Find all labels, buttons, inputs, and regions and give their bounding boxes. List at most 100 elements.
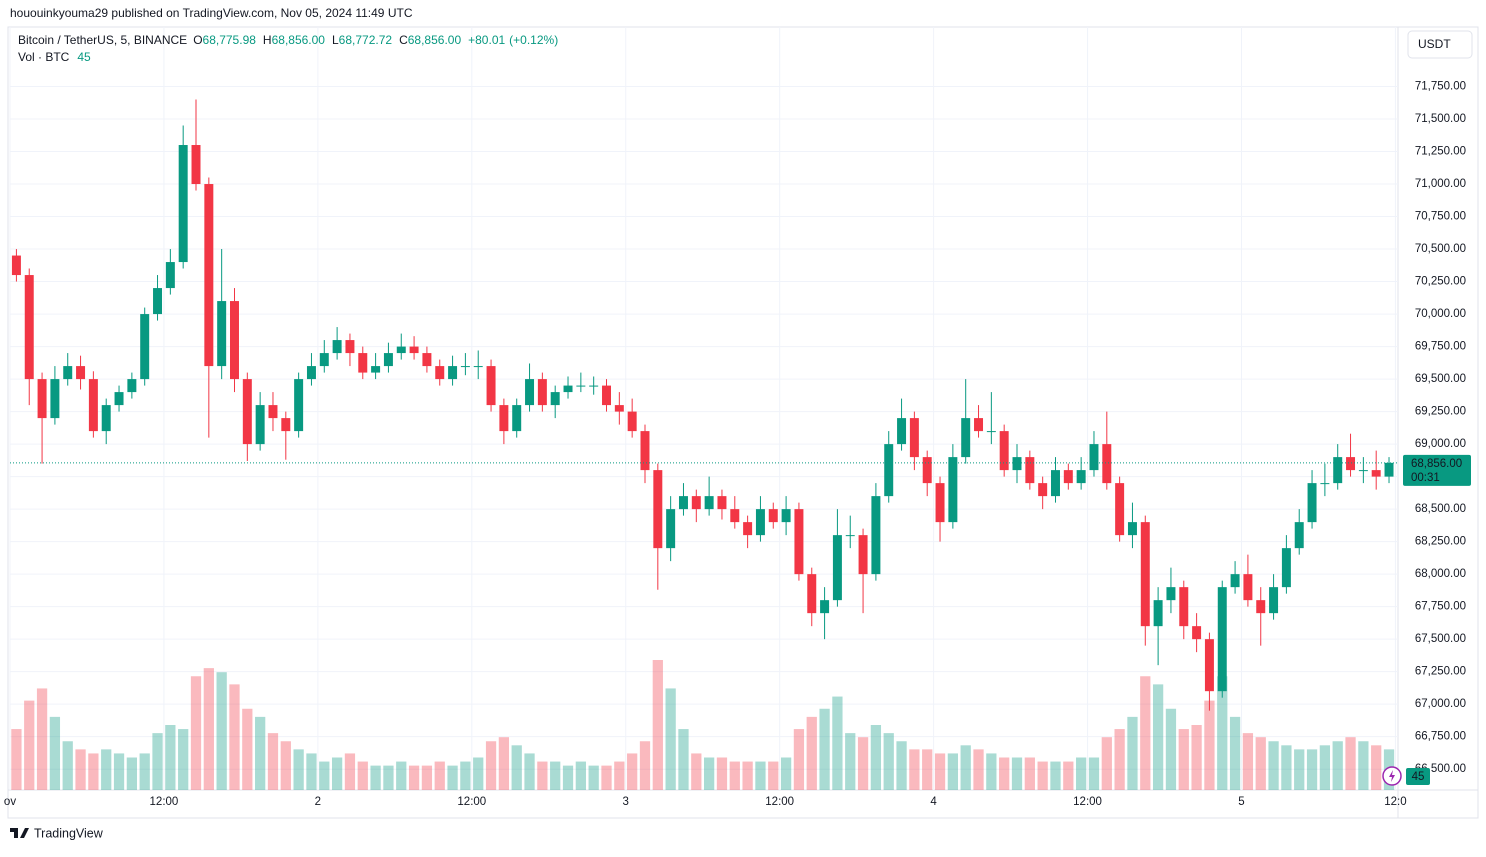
volume-bar: [370, 765, 381, 790]
change: +80.01: [468, 33, 505, 47]
volume-bar: [24, 700, 35, 790]
candle-body: [319, 353, 329, 367]
candle-body: [294, 379, 304, 432]
x-tick-label: 12:00: [765, 796, 794, 808]
candle-body: [460, 366, 470, 368]
grid: [9, 27, 1398, 790]
volume-bar: [1152, 684, 1164, 790]
volume-bar: [1268, 741, 1279, 790]
volume-bar: [267, 733, 279, 790]
ohlc-value: 68,772.72: [339, 33, 393, 47]
candle-body: [242, 379, 252, 445]
y-tick-label: 68,000.00: [1415, 568, 1466, 580]
symbol-title: Bitcoin / TetherUS, 5, BINANCE: [18, 33, 187, 47]
candle-body: [999, 431, 1009, 471]
volume-bar: [704, 757, 715, 790]
y-tick-label: 67,750.00: [1415, 601, 1466, 613]
volume-bar: [460, 761, 471, 790]
publish-header: hououinkyouma29 published on TradingView…: [10, 6, 413, 20]
volume-bar: [319, 761, 330, 790]
volume-bar: [178, 729, 189, 790]
volume-bar: [498, 737, 510, 790]
volume-bar: [242, 708, 253, 790]
candle-body: [1153, 600, 1163, 627]
candle-body: [1269, 587, 1279, 614]
volume-bar: [11, 729, 22, 790]
volume-bar: [550, 761, 561, 790]
volume-badge: 45: [1412, 771, 1425, 783]
y-tick-label: 69,750.00: [1415, 341, 1466, 353]
volume-bar: [255, 716, 266, 790]
candle-body: [1179, 587, 1189, 627]
candle-body: [961, 418, 971, 458]
volume-bar: [190, 676, 202, 790]
alert-icon[interactable]: [1382, 766, 1402, 786]
candle-body: [1038, 483, 1048, 497]
volume-bar: [1217, 676, 1228, 790]
ohlc-letter: H: [263, 33, 272, 47]
currency-button[interactable]: USDT: [1407, 30, 1473, 59]
volume-bar: [75, 749, 86, 790]
y-tick-label: 68,500.00: [1415, 503, 1466, 515]
y-tick-label: 67,250.00: [1415, 666, 1466, 678]
candle-body: [1384, 462, 1394, 477]
candle-body: [755, 509, 765, 536]
y-tick-label: 67,500.00: [1415, 633, 1466, 645]
candle-body: [1307, 483, 1317, 523]
ohlc-letter: L: [332, 33, 339, 47]
y-tick-label: 66,750.00: [1415, 731, 1466, 743]
candle-body: [858, 535, 868, 575]
currency-label[interactable]: USDT: [1418, 37, 1451, 51]
candle-body: [948, 457, 958, 523]
volume-bar: [857, 737, 869, 790]
ohlc-value: 68,856.00: [408, 33, 462, 47]
candle-body: [807, 574, 817, 614]
volume-bar: [922, 749, 933, 790]
candle-body: [153, 288, 163, 315]
legend: Bitcoin / TetherUS, 5, BINANCE O68,775.98…: [18, 33, 558, 47]
volume-bar: [280, 741, 291, 790]
candle-body: [24, 275, 34, 380]
volume-bar: [934, 753, 946, 790]
volume-bar: [152, 733, 163, 790]
candle-body: [1192, 626, 1202, 640]
volume-bar: [755, 761, 766, 790]
candle-body: [935, 483, 945, 523]
volume-bar: [1242, 733, 1254, 790]
volume-bar: [1114, 729, 1125, 790]
candle-body: [1217, 587, 1227, 692]
volume-bar: [357, 761, 368, 790]
candle-body: [537, 379, 547, 406]
candle-body: [884, 444, 894, 497]
candle-body: [499, 405, 509, 432]
last-price-label: 68,856.00: [1411, 458, 1462, 470]
candle-body: [204, 184, 214, 367]
volume-bar: [665, 688, 676, 790]
currency-button-box[interactable]: [1407, 30, 1473, 59]
volume-bar: [434, 761, 445, 790]
volume-bar: [1127, 716, 1138, 790]
candle-body: [602, 385, 611, 406]
volume-bar: [383, 765, 394, 790]
y-tick-label: 69,250.00: [1415, 406, 1466, 418]
volume-bar: [652, 660, 663, 790]
candle-body: [1166, 587, 1176, 601]
volume-bar: [1076, 757, 1087, 790]
candle-body: [1281, 548, 1291, 588]
volume-bar: [588, 765, 599, 790]
volume-bar: [62, 741, 73, 790]
candle-body: [678, 496, 688, 510]
candle-body: [396, 346, 406, 354]
x-tick-label: ov: [4, 796, 16, 808]
candle-body: [820, 600, 830, 614]
volume-bar: [1332, 741, 1343, 790]
volume-bar: [614, 761, 625, 790]
volume-bar: [896, 741, 907, 790]
x-tick-label: 12:00: [457, 796, 486, 808]
volume-bar: [216, 672, 227, 790]
candle-body: [88, 379, 98, 432]
candle-body: [1256, 600, 1266, 614]
volume-bar: [203, 668, 214, 790]
